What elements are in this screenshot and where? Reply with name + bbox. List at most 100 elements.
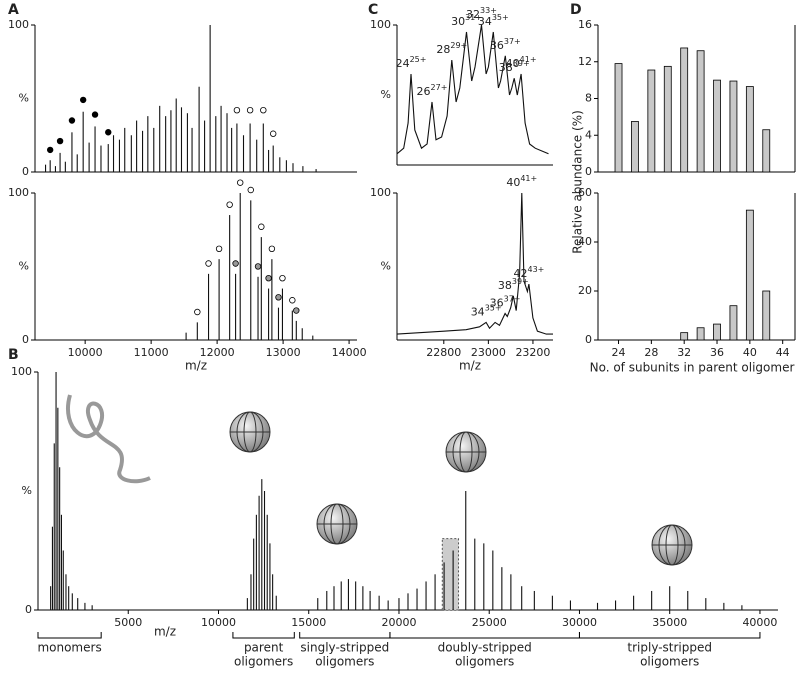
monomer-coil <box>66 394 151 484</box>
peak-marker <box>68 117 76 124</box>
x-tick-label: 35000 <box>652 616 687 629</box>
x-axis-label: m/z <box>185 359 207 373</box>
y-tick-label: 0 <box>585 165 592 178</box>
x-tick-label: 14000 <box>332 346 367 359</box>
peak-marker <box>260 106 267 114</box>
x-tick-label: 10000 <box>201 616 236 629</box>
x-tick-label: 13000 <box>266 346 301 359</box>
region-bracket <box>578 632 761 639</box>
charge-label: 3839+ <box>499 59 530 75</box>
x-axis-label: m/z <box>154 625 176 639</box>
bar <box>647 69 656 173</box>
y-tick-label: 40 <box>578 235 592 248</box>
cartoons <box>66 394 693 566</box>
charge-state: 42 <box>513 267 527 280</box>
charge-state: 36 <box>490 297 504 310</box>
charge-label: 4243+ <box>513 265 544 281</box>
x-axis-label: m/z <box>459 359 481 373</box>
charge-label: 4041+ <box>506 55 537 71</box>
charge-superscript: 37+ <box>504 294 521 303</box>
charge-label: 3435+ <box>471 303 502 319</box>
peak-marker <box>254 263 262 270</box>
x-tick-label: 11000 <box>134 346 169 359</box>
charge-superscript: 25+ <box>410 55 427 64</box>
peak-marker <box>91 111 99 118</box>
region-bracket <box>232 632 295 639</box>
charge-superscript: 35+ <box>485 303 502 312</box>
charge-label: 3637+ <box>490 36 521 52</box>
peak-marker <box>289 297 296 304</box>
bar <box>762 129 771 173</box>
bar <box>729 80 738 173</box>
charge-state: 30 <box>451 15 465 28</box>
x-tick-label: 12000 <box>200 346 235 359</box>
region-label: oligomers <box>234 655 293 669</box>
charge-superscript: 29+ <box>450 41 467 50</box>
peak-marker <box>268 245 276 252</box>
peak-marker <box>270 130 277 137</box>
y-tick-label: 60 <box>578 186 592 199</box>
x-tick-label: 40000 <box>742 616 777 629</box>
peak-marker <box>46 146 54 154</box>
bar <box>696 50 705 173</box>
x-tick-label: 44 <box>776 346 790 359</box>
y-tick-label: 4 <box>585 128 592 141</box>
peak-marker <box>265 275 272 282</box>
peak-marker <box>79 96 87 104</box>
x-tick-label: 5000 <box>114 616 142 629</box>
y-axis-label: Relative abundance (%) <box>571 110 585 254</box>
bar <box>713 323 721 341</box>
peak-marker <box>237 179 244 186</box>
peak-marker <box>232 260 239 267</box>
y-tick-label: 12 <box>578 55 592 68</box>
charge-label: 4041+ <box>506 174 537 190</box>
charge-superscript: 39+ <box>513 59 530 68</box>
bar <box>680 47 689 173</box>
x-tick-label: 30000 <box>562 616 597 629</box>
peak-marker <box>105 129 112 136</box>
peak-marker <box>246 106 254 114</box>
panel-label: D <box>570 2 582 18</box>
peak-marker <box>247 186 254 194</box>
region-bracket <box>389 632 580 639</box>
y-tick-label: 100 <box>11 365 32 378</box>
charge-label: 2627+ <box>417 83 448 99</box>
x-tick-label: 20000 <box>381 616 416 629</box>
peak-marker <box>233 106 241 114</box>
charge-label: 3839+ <box>498 276 529 292</box>
charge-state: 40 <box>506 176 520 189</box>
bar <box>745 86 754 173</box>
highlight-box <box>441 538 460 611</box>
y-tick-label: 100 <box>370 18 391 31</box>
y-axis-label: % <box>381 260 391 273</box>
bar <box>696 327 705 341</box>
charge-superscript: 37+ <box>504 36 521 45</box>
bar <box>631 121 639 173</box>
charge-state: 40 <box>506 57 520 70</box>
bar <box>762 290 771 341</box>
y-tick-label: 20 <box>578 284 592 297</box>
x-axis-label: No. of subunits in parent oligomer <box>590 361 795 375</box>
panel-label: C <box>368 2 378 18</box>
sphere <box>651 524 693 566</box>
region-label: triply-stripped <box>627 641 712 655</box>
y-tick-label: 100 <box>8 18 29 31</box>
y-tick-label: 0 <box>22 333 29 346</box>
charge-state: 34 <box>478 15 492 28</box>
charge-state: 24 <box>396 57 410 70</box>
y-tick-label: 0 <box>585 333 592 346</box>
y-tick-label: 0 <box>25 603 32 616</box>
charge-label: 3435+ <box>478 13 509 29</box>
region-bracket <box>37 632 102 639</box>
region-bracket <box>299 632 391 639</box>
peak-marker <box>194 308 201 316</box>
charge-superscript: 43+ <box>527 265 544 274</box>
y-axis-label: % <box>22 484 32 497</box>
charge-superscript: 33+ <box>480 6 497 15</box>
panel-label: A <box>8 2 19 18</box>
peak-marker <box>275 294 282 301</box>
bar <box>745 209 754 341</box>
charge-label: 3637+ <box>490 294 521 310</box>
charge-state: 36 <box>490 39 504 52</box>
